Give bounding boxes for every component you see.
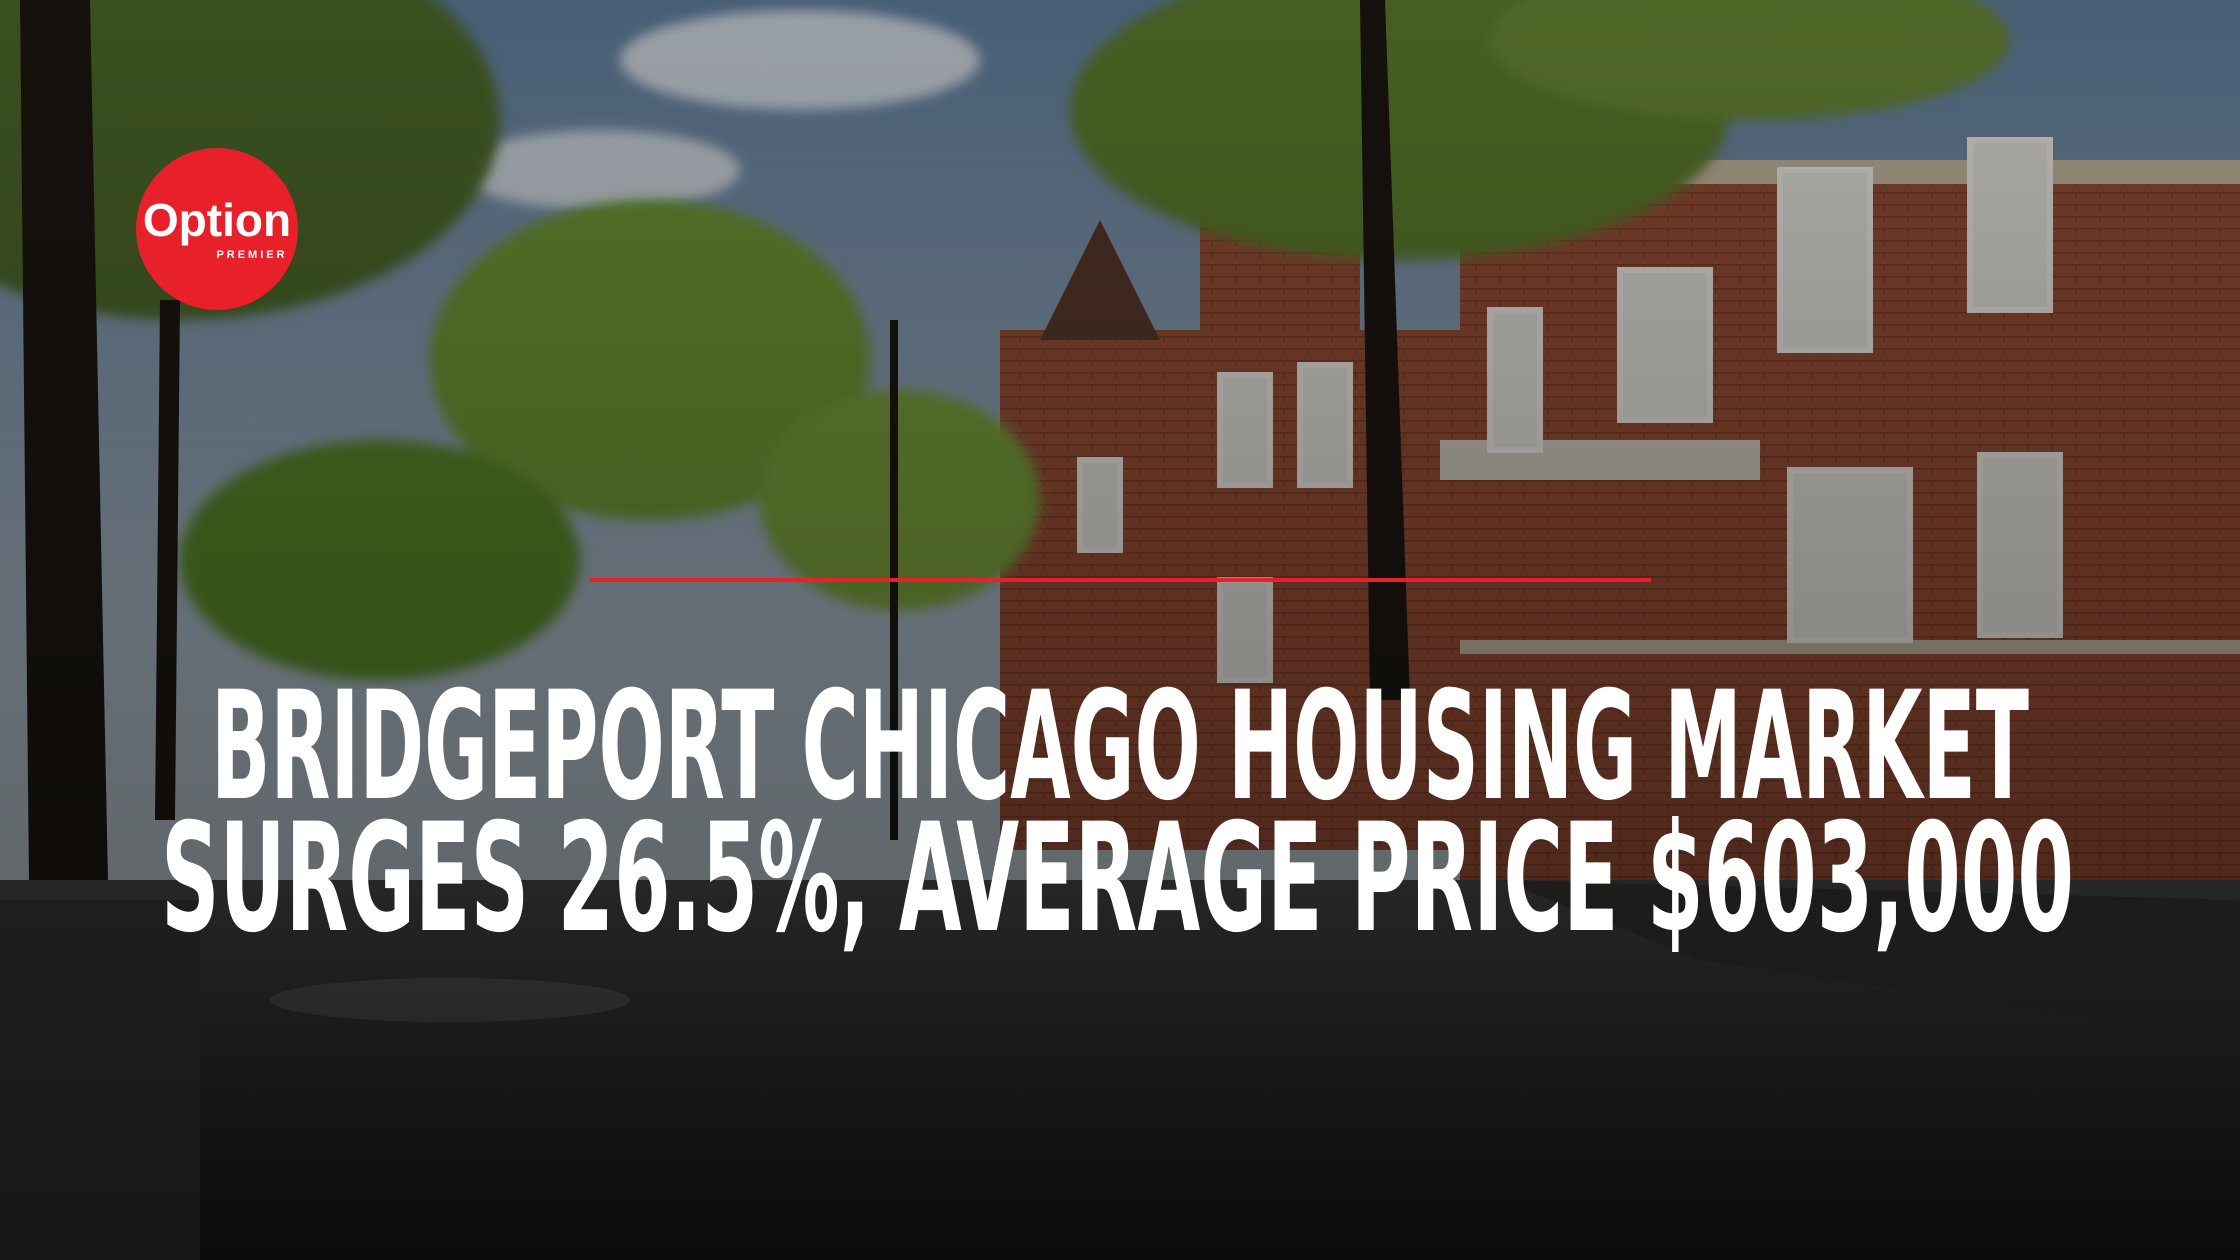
headline-line: BRIDGEPORT CHICAGO HOUSING MARKET — [211, 660, 2029, 834]
logo-tagline[interactable]: PREMIER — [216, 249, 287, 261]
headline-line: SURGES 26.5%, AVERAGE PRICE $603,000 — [161, 792, 2074, 966]
logo[interactable]: Option PREMIER — [136, 148, 298, 310]
logo-name[interactable]: Option — [143, 194, 291, 246]
logo-badge[interactable] — [136, 148, 298, 310]
headline: BRIDGEPORT CHICAGO HOUSING MARKET SURGES… — [161, 660, 2074, 966]
